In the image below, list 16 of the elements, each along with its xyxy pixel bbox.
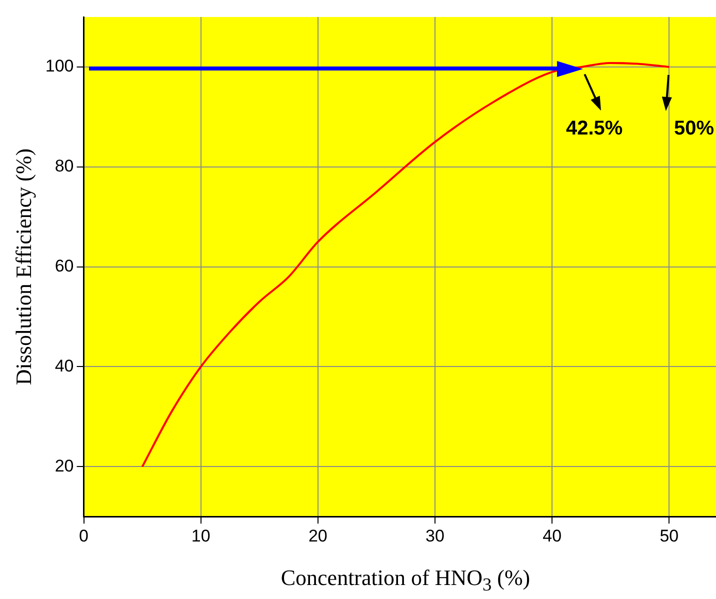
- x-tick-label: 20: [308, 526, 328, 546]
- y-tick-label: 40: [54, 356, 74, 376]
- annotation: 42.5%: [566, 117, 623, 140]
- x-tick-label: 50: [660, 526, 679, 546]
- y-axis-title: Dissolution Efficiency (%): [10, 148, 36, 386]
- x-tick-label: 30: [426, 526, 444, 546]
- x-tick-label: 10: [191, 526, 210, 546]
- x-tick-label: 0: [79, 526, 88, 546]
- x-tick-label: 40: [542, 526, 562, 546]
- y-tick-label: 20: [54, 456, 74, 476]
- y-tick-label: 100: [45, 56, 74, 76]
- line-series: [141, 62, 670, 468]
- y-tick-label: 80: [54, 156, 74, 176]
- annotation: 50%: [674, 117, 714, 140]
- y-tick-label: 60: [54, 256, 74, 276]
- x-axis-title: Concentration of HNO$_{3}$ (%): [280, 565, 532, 596]
